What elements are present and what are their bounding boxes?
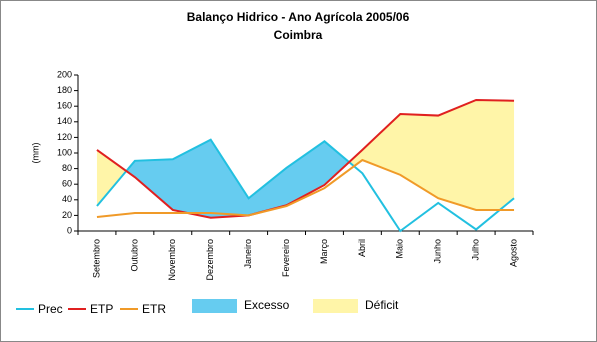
series-line	[96, 158, 515, 218]
y-tick-label: 100	[57, 147, 72, 157]
x-tick-label: Setembro	[91, 239, 101, 278]
x-tick-label: Março	[319, 239, 329, 264]
excess-area	[96, 99, 515, 218]
legend-label: ETP	[90, 302, 113, 316]
y-tick-label: 20	[62, 210, 72, 220]
series-line	[96, 98, 515, 219]
y-tick-label: 200	[57, 69, 72, 79]
x-tick-label: Outubro	[129, 239, 139, 272]
y-tick-label: 40	[62, 194, 72, 204]
y-tick-label: 120	[57, 132, 72, 142]
chart-subtitle: Coimbra	[274, 28, 323, 42]
y-axis-label: (mm)	[30, 143, 40, 164]
x-tick-label: Fevereiro	[281, 239, 291, 277]
legend-swatch	[192, 299, 237, 313]
x-tick-label: Maio	[395, 239, 405, 259]
legend-label: Déficit	[365, 298, 399, 312]
legend-swatch	[313, 299, 358, 313]
legend-label: Excesso	[244, 298, 290, 312]
series-line	[96, 138, 515, 233]
x-tick-label: Abril	[357, 239, 367, 257]
legend-label: ETR	[142, 302, 166, 316]
deficit-area	[96, 99, 515, 218]
y-tick-label: 60	[62, 179, 72, 189]
x-tick-label: Agosto	[508, 239, 518, 267]
chart-title: Balanço Hidrico - Ano Agrícola 2005/06	[187, 10, 410, 24]
x-tick-label: Janeiro	[243, 239, 253, 269]
y-tick-label: 0	[67, 225, 72, 235]
x-tick-label: Novembro	[167, 239, 177, 281]
legend-label: Prec	[38, 302, 63, 316]
y-tick-label: 140	[57, 116, 72, 126]
x-tick-label: Julho	[471, 239, 481, 261]
x-tick-label: Dezembro	[205, 239, 215, 281]
x-tick-label: Junho	[433, 239, 443, 264]
y-tick-label: 180	[57, 85, 72, 95]
y-tick-label: 80	[62, 163, 72, 173]
y-tick-label: 160	[57, 101, 72, 111]
